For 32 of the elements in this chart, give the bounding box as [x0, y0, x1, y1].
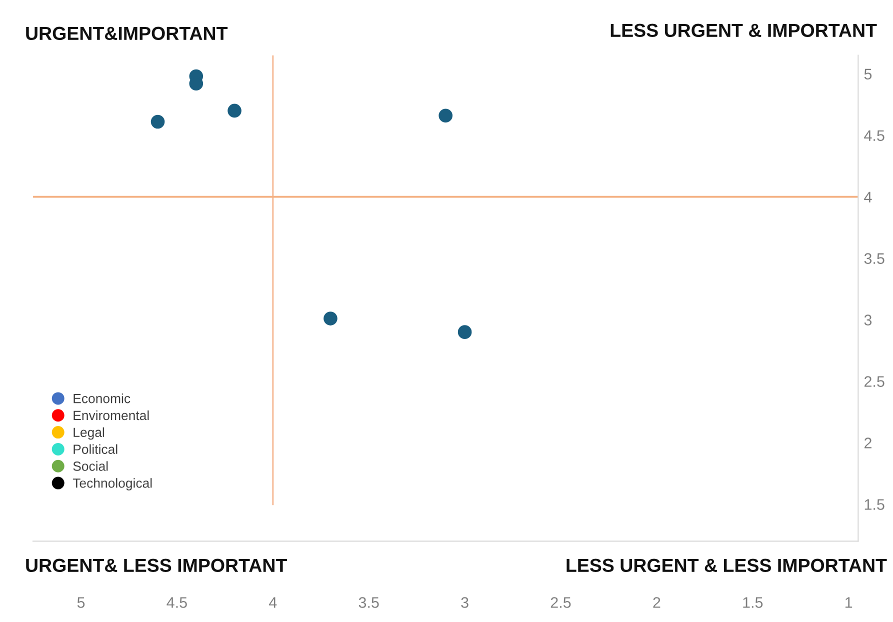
text: LESS URGENT & IMPORTANT — [610, 24, 877, 38]
y-tick-label: 2 — [864, 438, 872, 448]
x-tick-label: 4.5 — [166, 597, 187, 608]
text: URGENT&IMPORTANT — [26, 26, 228, 40]
legend-label: Technological — [72, 478, 152, 490]
legend-label: Social — [73, 461, 108, 471]
y-tick-label: 4 — [864, 192, 872, 202]
y-tick-label: 4.5 — [864, 130, 884, 141]
point — [438, 108, 453, 123]
legend-label: Legal — [74, 427, 104, 440]
legend-label: Economic — [74, 394, 130, 404]
x-tick-label: 5 — [77, 597, 85, 608]
x-tick-label: 1 — [845, 597, 852, 608]
legend-label: Enviromental — [74, 410, 149, 420]
point — [458, 325, 472, 339]
x-tick-label: 3 — [461, 597, 468, 608]
y-tick-label: 3 — [864, 314, 872, 326]
x-tick-label: 3.5 — [358, 597, 379, 608]
point — [150, 114, 165, 129]
x-tick-label: 2 — [653, 597, 660, 608]
y-tick-label: 3.5 — [864, 253, 884, 264]
point — [228, 104, 242, 118]
y-tick-label: 1.5 — [864, 499, 884, 510]
y-tick-label: 2.5 — [864, 376, 884, 387]
x-tick-label: 2.5 — [550, 597, 571, 608]
text: LESS URGENT & LESS IMPORTANT — [566, 558, 887, 572]
y-tick-label: 5 — [864, 68, 872, 80]
x-tick-label: 4 — [269, 597, 277, 608]
text: URGENT& LESS IMPORTANT — [26, 558, 287, 572]
point — [324, 312, 338, 326]
x-tick-label: 1.5 — [743, 597, 763, 608]
legend-label: Political — [74, 444, 118, 454]
